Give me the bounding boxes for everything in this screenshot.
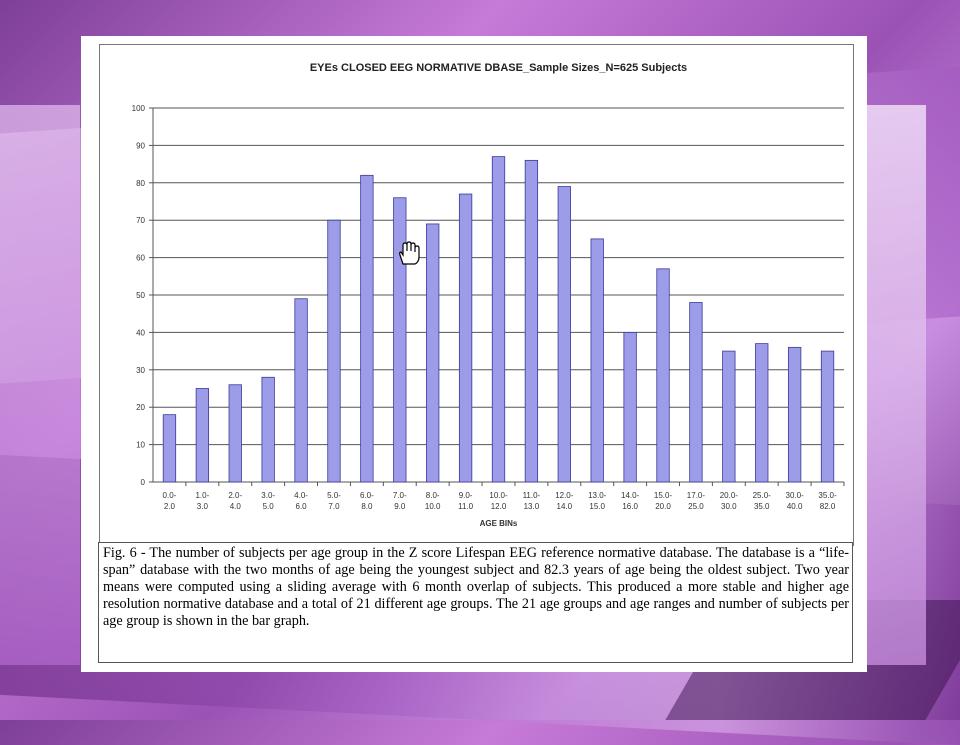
x-tick-label-end: 4.0 bbox=[230, 502, 242, 511]
x-tick-label-start: 11.0- bbox=[523, 491, 541, 500]
bar bbox=[590, 238, 604, 483]
x-tick-label-start: 6.0- bbox=[360, 491, 374, 500]
x-tick-label-end: 16.0 bbox=[622, 502, 638, 511]
chart-title: EYEs CLOSED EEG NORMATIVE DBASE_Sample S… bbox=[310, 62, 687, 74]
x-tick-label-start: 30.0- bbox=[786, 491, 805, 500]
x-tick-label-start: 13.0- bbox=[588, 491, 607, 500]
figure-image: EYEs CLOSED EEG NORMATIVE DBASE_Sample S… bbox=[81, 36, 867, 672]
x-tick-label-start: 15.0- bbox=[654, 491, 673, 500]
x-tick-label-end: 12.0 bbox=[491, 502, 507, 511]
bar bbox=[524, 159, 539, 483]
x-tick-label-end: 8.0 bbox=[361, 502, 373, 511]
x-tick-label-start: 17.0- bbox=[687, 491, 706, 500]
y-tick-label: 0 bbox=[141, 478, 146, 487]
x-tick-label-end: 20.0 bbox=[655, 502, 671, 511]
x-tick-label-end: 3.0 bbox=[197, 502, 209, 511]
x-tick-label-start: 14.0- bbox=[621, 491, 640, 500]
x-tick-label-start: 8.0- bbox=[426, 491, 440, 500]
bar bbox=[787, 346, 802, 483]
x-axis-label: AGE BINs bbox=[480, 519, 518, 528]
x-tick-label-start: 3.0- bbox=[261, 491, 275, 500]
figure-caption: Fig. 6 - The number of subjects per age … bbox=[103, 545, 849, 629]
x-tick-label-end: 2.0 bbox=[164, 502, 176, 511]
x-tick-label-end: 35.0 bbox=[754, 502, 770, 511]
y-tick-label: 60 bbox=[136, 254, 145, 263]
x-tick-label-end: 14.0 bbox=[557, 502, 573, 511]
x-tick-label-end: 9.0 bbox=[394, 502, 406, 511]
y-tick-label: 80 bbox=[136, 179, 145, 188]
bar bbox=[557, 186, 571, 483]
x-tick-label-end: 6.0 bbox=[296, 502, 308, 511]
bar bbox=[722, 350, 736, 483]
hand-pointer-icon bbox=[399, 241, 420, 265]
y-tick-label: 20 bbox=[136, 403, 145, 412]
y-tick-label: 40 bbox=[136, 328, 145, 337]
x-tick-label-end: 11.0 bbox=[458, 502, 474, 511]
x-tick-label-start: 12.0- bbox=[555, 491, 574, 500]
x-tick-label-end: 25.0 bbox=[688, 502, 704, 511]
chart-frame: EYEs CLOSED EEG NORMATIVE DBASE_Sample S… bbox=[99, 44, 854, 546]
bar bbox=[393, 197, 407, 483]
x-tick-label-end: 10.0 bbox=[425, 502, 441, 511]
y-tick-label: 50 bbox=[136, 291, 145, 300]
bar bbox=[261, 376, 275, 483]
x-tick-label-start: 1.0- bbox=[195, 491, 209, 500]
bar bbox=[327, 219, 341, 483]
x-tick-label-start: 9.0- bbox=[459, 491, 473, 500]
x-tick-label-start: 0.0- bbox=[163, 491, 177, 500]
bar bbox=[360, 174, 374, 483]
x-tick-label-end: 40.0 bbox=[787, 502, 803, 511]
bar bbox=[656, 268, 670, 483]
bar bbox=[294, 298, 308, 483]
bar bbox=[458, 193, 473, 483]
x-tick-label-start: 10.0- bbox=[489, 491, 508, 500]
x-tick-label-start: 35.0- bbox=[818, 491, 837, 500]
bar bbox=[689, 302, 703, 483]
y-tick-label: 30 bbox=[136, 366, 145, 375]
bar-chart: EYEs CLOSED EEG NORMATIVE DBASE_Sample S… bbox=[132, 62, 845, 528]
y-tick-label: 70 bbox=[136, 216, 145, 225]
x-tick-label-end: 15.0 bbox=[589, 502, 605, 511]
bar bbox=[755, 343, 769, 483]
bar bbox=[228, 384, 242, 483]
slide-left-panel bbox=[0, 105, 80, 665]
x-tick-label-start: 20.0- bbox=[720, 491, 739, 500]
x-tick-label-end: 82.0 bbox=[820, 502, 836, 511]
bar bbox=[491, 156, 506, 483]
bar bbox=[162, 414, 177, 483]
x-tick-label-start: 2.0- bbox=[228, 491, 242, 500]
x-tick-label-end: 7.0 bbox=[328, 502, 340, 511]
x-tick-label-end: 13.0 bbox=[524, 502, 540, 511]
x-tick-label-start: 25.0- bbox=[753, 491, 772, 500]
x-tick-label-start: 4.0- bbox=[294, 491, 308, 500]
slide-right-panel bbox=[866, 105, 926, 665]
bar bbox=[820, 350, 835, 483]
y-tick-label: 100 bbox=[132, 104, 146, 113]
bar bbox=[426, 223, 440, 483]
bar bbox=[195, 388, 210, 483]
x-tick-label-end: 30.0 bbox=[721, 502, 737, 511]
y-tick-label: 90 bbox=[136, 141, 145, 150]
x-tick-label-start: 7.0- bbox=[393, 491, 407, 500]
bar bbox=[623, 331, 637, 483]
x-tick-label-end: 5.0 bbox=[263, 502, 275, 511]
x-tick-label-start: 5.0- bbox=[327, 491, 341, 500]
caption-box: Fig. 6 - The number of subjects per age … bbox=[98, 542, 853, 663]
y-tick-label: 10 bbox=[136, 441, 145, 450]
